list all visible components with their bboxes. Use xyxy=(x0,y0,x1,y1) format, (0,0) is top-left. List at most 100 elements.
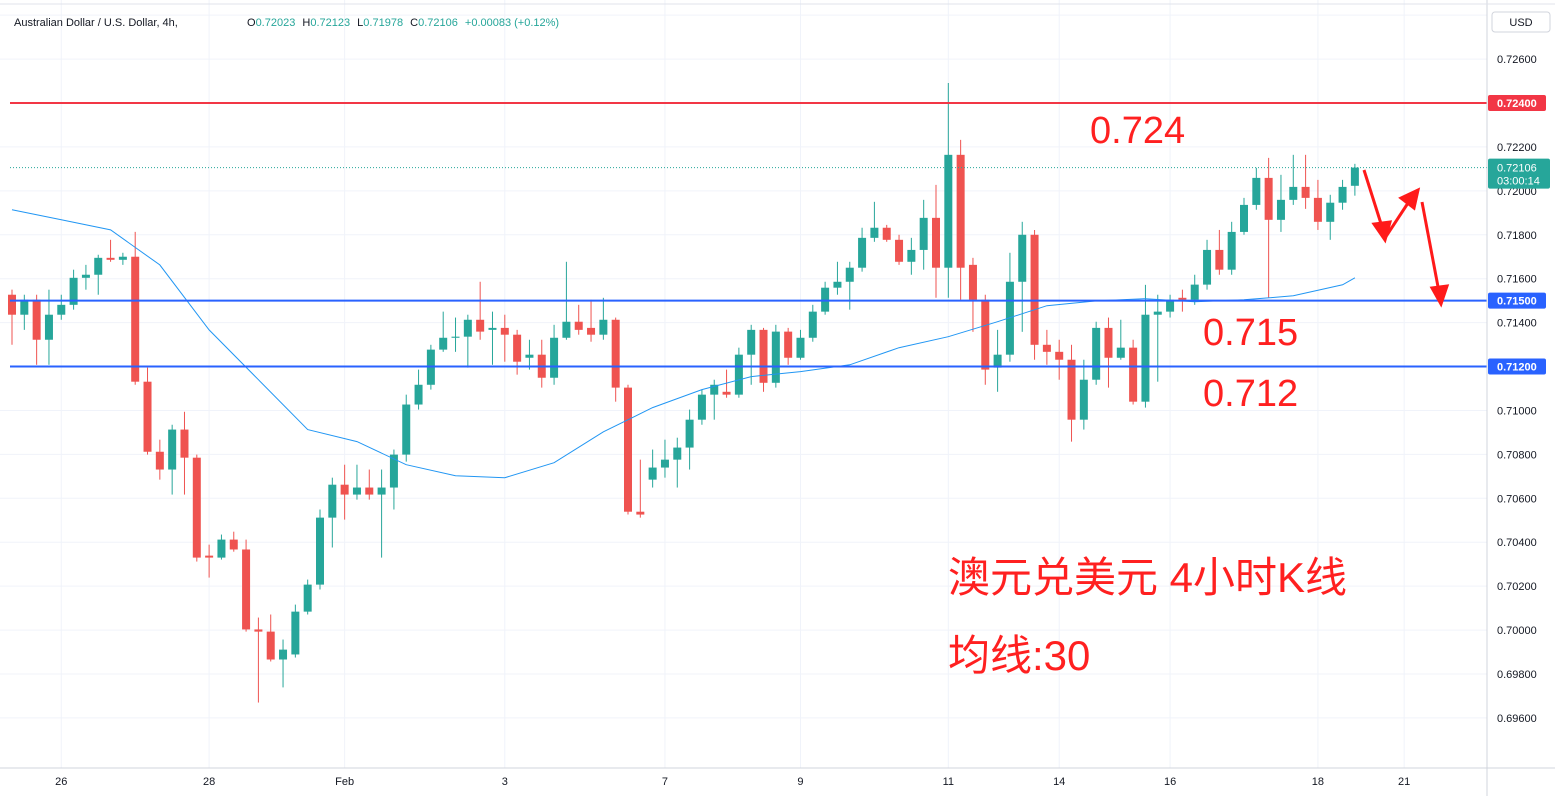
candle-body xyxy=(734,354,743,395)
change: +0.00083 (+0.12%) xyxy=(465,17,559,29)
candle-body xyxy=(1350,167,1359,186)
symbol: Australian Dollar / U.S. Dollar, 4h, xyxy=(14,17,178,29)
candle-body xyxy=(389,454,398,488)
x-tick-label: 14 xyxy=(1053,776,1065,788)
candle-body xyxy=(1227,231,1236,270)
candle-body xyxy=(550,337,559,378)
high-label: H xyxy=(302,17,310,29)
candle-body xyxy=(118,256,127,260)
candle-body xyxy=(8,294,16,315)
x-tick-label: Feb xyxy=(335,776,354,788)
candle-body xyxy=(870,227,879,238)
candle-body xyxy=(205,555,214,558)
candle-body xyxy=(94,257,103,275)
x-tick-label: 26 xyxy=(55,776,67,788)
candle-body xyxy=(1301,186,1310,198)
annotation-ma: 均线:30 xyxy=(948,632,1090,679)
candle-body xyxy=(168,429,177,470)
candle-body xyxy=(1289,186,1298,200)
candle-body xyxy=(747,329,756,355)
candle-body xyxy=(180,429,189,458)
candle-body xyxy=(476,319,485,332)
open-value: 0.72023 xyxy=(256,17,296,29)
arrow-line xyxy=(1362,169,1385,231)
candle-body xyxy=(279,649,288,660)
candle-body xyxy=(932,217,940,268)
candle-body xyxy=(697,394,706,420)
high-value: 0.72123 xyxy=(310,17,350,29)
candle-body xyxy=(993,354,1002,368)
candle-body xyxy=(1129,347,1138,402)
candle-body xyxy=(1042,344,1051,352)
candle-body xyxy=(710,384,719,395)
level-label-box xyxy=(1488,292,1546,309)
last-price-label: 0.72106 xyxy=(1497,163,1537,175)
candle-body xyxy=(414,384,423,405)
candle-body xyxy=(32,299,41,340)
candle-body xyxy=(143,381,152,452)
candle-body xyxy=(882,227,891,240)
candle-body xyxy=(1338,186,1347,203)
x-tick-label: 21 xyxy=(1398,776,1410,788)
candle-body xyxy=(599,319,608,335)
candle-body xyxy=(316,517,324,585)
candle-body xyxy=(919,217,928,250)
candle-body xyxy=(1067,359,1076,420)
candle-body xyxy=(648,467,657,480)
candle-body xyxy=(229,539,238,550)
currency: USD xyxy=(1509,17,1532,29)
candle-body xyxy=(1079,379,1088,420)
candle-body xyxy=(1018,234,1027,282)
candle-body xyxy=(266,631,275,660)
candle-body xyxy=(377,487,386,495)
candle-body xyxy=(513,334,522,362)
candle-body xyxy=(1153,311,1162,315)
close-label: C xyxy=(410,17,418,29)
x-tick-label: 18 xyxy=(1312,776,1324,788)
candle-body xyxy=(303,584,312,612)
candle-body xyxy=(1178,297,1187,300)
candle-body xyxy=(1166,299,1175,312)
annotation-title: 澳元兑美元 4小时K线 xyxy=(948,554,1347,601)
candle-body xyxy=(106,257,115,260)
candle-body xyxy=(217,539,226,558)
x-tick-label: 9 xyxy=(797,776,803,788)
candle-body xyxy=(1116,347,1125,358)
y-tick-label: 0.70200 xyxy=(1497,581,1537,593)
candle-body xyxy=(463,319,472,337)
candle-body xyxy=(907,249,916,262)
candle-body xyxy=(1141,314,1150,402)
candle-body xyxy=(1203,249,1212,285)
candle-body xyxy=(759,329,768,383)
level-label: 0.72400 xyxy=(1497,98,1537,110)
candle-body xyxy=(562,321,571,338)
candle-body xyxy=(1215,249,1224,270)
y-tick-label: 0.70400 xyxy=(1497,537,1537,549)
candle-body xyxy=(525,354,534,358)
x-tick-label: 7 xyxy=(662,776,668,788)
countdown-label: 03:00:14 xyxy=(1497,176,1540,188)
open-label: O xyxy=(247,17,256,29)
candle-body xyxy=(784,331,793,358)
candle-body xyxy=(1276,199,1285,220)
y-tick-label: 0.70000 xyxy=(1497,625,1537,637)
x-tick-label: 11 xyxy=(943,776,954,788)
y-tick-label: 0.70600 xyxy=(1497,493,1537,505)
y-tick-label: 0.71600 xyxy=(1497,274,1537,286)
candle-body xyxy=(451,336,460,338)
candle-body xyxy=(155,451,164,470)
candle-body xyxy=(1030,234,1039,345)
last-price-box xyxy=(1488,158,1550,189)
y-tick-label: 0.71800 xyxy=(1497,230,1537,242)
level-note: 0.715 xyxy=(1203,312,1298,354)
candle-body xyxy=(722,391,731,395)
level-label-box xyxy=(1488,358,1546,375)
candle-body xyxy=(44,314,53,340)
candle-body xyxy=(587,327,596,335)
candle-body xyxy=(254,629,263,632)
candle-body xyxy=(1055,351,1064,360)
candle-body xyxy=(1252,177,1261,205)
x-tick-label: 16 xyxy=(1164,776,1176,788)
